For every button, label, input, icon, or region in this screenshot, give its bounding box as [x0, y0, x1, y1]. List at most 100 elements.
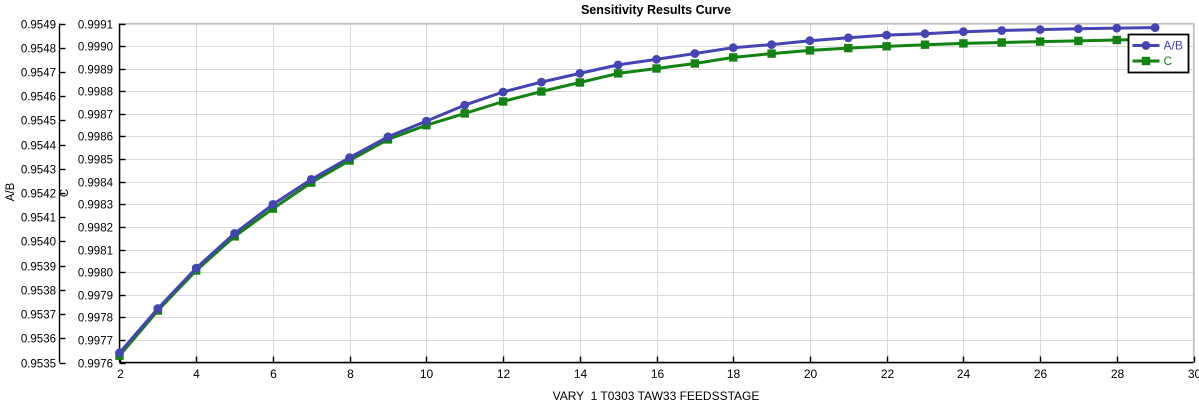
data-point-marker — [805, 46, 815, 55]
left-axis-tick-label: 0.9546 — [21, 92, 56, 104]
data-point-marker — [1150, 23, 1160, 32]
series-line — [118, 26, 1156, 354]
left-axis-tick-label: 0.9544 — [21, 141, 57, 153]
x-tick-label: 26 — [1034, 367, 1048, 381]
data-point-marker — [882, 30, 891, 40]
x-tick-label: 18 — [727, 367, 741, 381]
data-point-marker — [268, 200, 278, 209]
secondary-axis-tick-label: 0.9988 — [78, 87, 113, 99]
data-point-marker — [191, 263, 201, 273]
plot-frame — [119, 22, 1195, 363]
left-axis-tick-label: 0.9542 — [21, 189, 56, 201]
secondary-axis-tick-label: 0.9990 — [78, 42, 113, 54]
data-point-marker — [729, 53, 738, 62]
legend-square-marker-icon — [1141, 56, 1151, 66]
x-tick-label: 14 — [574, 367, 588, 381]
data-point-marker — [920, 29, 930, 39]
data-point-marker — [1074, 24, 1083, 34]
secondary-axis-tick-label: 0.9991 — [78, 20, 113, 32]
data-point-marker — [767, 49, 776, 58]
data-point-marker — [1074, 36, 1083, 46]
data-point-marker — [498, 97, 508, 106]
data-point-marker — [843, 33, 853, 43]
secondary-axis-tick-label: 0.9976 — [78, 359, 113, 371]
data-point-marker — [882, 42, 891, 51]
left-axis-tick-label: 0.9538 — [21, 286, 56, 298]
left-axis-tick-label: 0.9537 — [21, 310, 56, 322]
series-line — [118, 37, 1156, 357]
data-point-marker — [613, 60, 623, 70]
legend-label: A/B — [1164, 39, 1183, 53]
data-point-marker — [306, 175, 316, 184]
data-point-marker — [1112, 23, 1122, 33]
y-axis-title-left: A/B — [5, 182, 17, 201]
data-point-marker — [537, 87, 546, 96]
x-tick-label: 12 — [497, 367, 511, 381]
legend-label: C — [1164, 54, 1173, 68]
data-point-marker — [460, 109, 469, 118]
data-point-marker — [690, 59, 700, 68]
data-point-marker — [575, 69, 585, 78]
data-point-marker — [767, 40, 776, 49]
x-tick-label: 8 — [347, 367, 354, 381]
legend-box — [1127, 33, 1190, 74]
data-point-marker — [345, 153, 354, 163]
x-tick-label: 2 — [117, 367, 124, 381]
left-axis-tick-label: 0.9545 — [21, 116, 56, 128]
legend-entry-c[interactable]: C — [1132, 54, 1173, 68]
left-axis-tick-label: 0.9548 — [21, 44, 56, 56]
data-series — [115, 23, 1160, 360]
secondary-axis-tick-label: 0.9981 — [78, 246, 113, 258]
left-axis-tick-label: 0.9535 — [21, 359, 56, 371]
secondary-axis-tick-label: 0.9986 — [78, 132, 113, 144]
x-tick-label: 30 — [1188, 367, 1199, 381]
left-axis-tick-label: 0.9536 — [21, 334, 56, 346]
data-point-marker — [460, 100, 470, 110]
data-point-marker — [997, 38, 1006, 47]
data-point-marker — [422, 116, 431, 126]
data-point-marker — [498, 87, 508, 97]
data-point-marker — [997, 26, 1007, 35]
series-ab — [115, 23, 1160, 358]
data-point-marker — [959, 39, 968, 48]
x-tick-label: 22 — [881, 367, 895, 381]
data-point-marker — [537, 77, 546, 87]
x-tick-label: 10 — [420, 367, 434, 381]
x-tick-label: 4 — [193, 367, 200, 381]
data-point-marker — [844, 43, 853, 53]
data-point-marker — [153, 304, 163, 313]
chart-title: Sensitivity Results Curve — [581, 3, 731, 17]
x-tick-label: 6 — [270, 367, 277, 381]
data-point-marker — [690, 49, 700, 58]
data-point-marker — [1035, 25, 1045, 34]
data-point-marker — [920, 40, 930, 49]
secondary-axis-tick-label: 0.9979 — [78, 291, 113, 303]
data-point-marker — [115, 348, 124, 358]
left-axis-tick-label: 0.9543 — [21, 165, 56, 177]
data-point-marker — [1035, 37, 1045, 46]
data-point-marker — [613, 69, 623, 78]
legend: A/BC — [1127, 33, 1190, 74]
data-point-marker — [230, 229, 240, 238]
data-point-marker — [805, 36, 815, 46]
left-axis-tick-label: 0.9541 — [21, 213, 56, 225]
secondary-axis-tick-label: 0.9984 — [78, 178, 114, 190]
secondary-axis-tick-label: 0.9983 — [78, 200, 113, 212]
legend-entry-ab[interactable]: A/B — [1132, 39, 1183, 53]
axes — [58, 23, 1196, 365]
legend-circle-marker-icon — [1141, 41, 1151, 50]
series-c — [115, 35, 1160, 360]
x-tick-label: 16 — [651, 367, 665, 381]
x-tick-label: 24 — [957, 367, 971, 381]
data-point-marker — [959, 27, 968, 37]
y-axis-title-secondary: C — [59, 189, 71, 197]
secondary-axis-tick-label: 0.9985 — [78, 155, 113, 167]
data-point-marker — [652, 54, 661, 64]
data-point-marker — [383, 132, 393, 142]
x-axis-title: VARY 1 T0303 TAW33 FEEDSSTAGE — [553, 389, 760, 403]
left-axis-tick-label: 0.9539 — [21, 262, 56, 274]
secondary-axis-tick-label: 0.9977 — [78, 336, 113, 348]
data-point-marker — [728, 43, 738, 53]
